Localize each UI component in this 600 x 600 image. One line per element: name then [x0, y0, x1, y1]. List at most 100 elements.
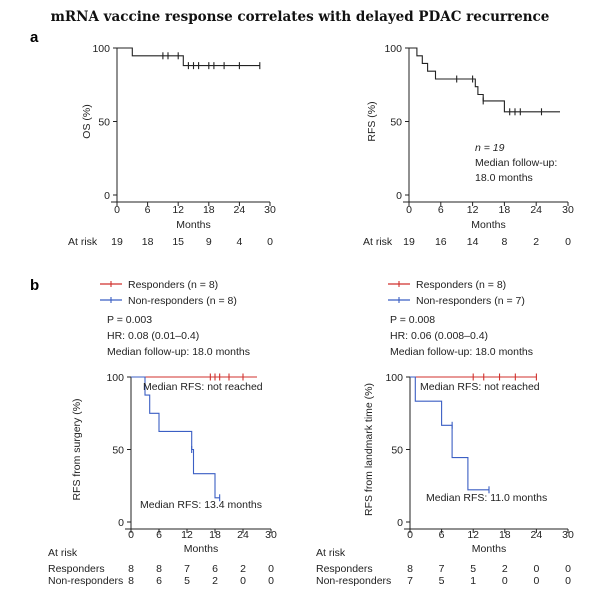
- x-axis-label: Months: [184, 543, 218, 555]
- risk-value: 5: [184, 575, 190, 587]
- x-tick-label: 12: [467, 204, 479, 216]
- annotation-text: Median follow-up:: [475, 157, 557, 169]
- x-tick-label: 12: [172, 204, 184, 216]
- risk-value: 0: [240, 575, 246, 587]
- x-tick-label: 0: [407, 529, 413, 541]
- risk-value: 8: [156, 563, 162, 575]
- x-tick-label: 24: [234, 204, 246, 216]
- y-tick-label: 100: [384, 43, 402, 55]
- x-tick-label: 30: [265, 529, 277, 541]
- legend-label: Non-responders (n = 8): [128, 295, 237, 307]
- x-tick-label: 24: [237, 529, 249, 541]
- legend-label: Responders (n = 8): [128, 279, 218, 291]
- risk-row-label: Responders: [48, 563, 105, 575]
- x-tick-label: 0: [128, 529, 134, 541]
- risk-value: 7: [439, 563, 445, 575]
- risk-value: 2: [240, 563, 246, 575]
- risk-value: 1: [470, 575, 476, 587]
- risk-value: 0: [565, 236, 571, 248]
- risk-value: 0: [565, 575, 571, 587]
- risk-value: 19: [403, 236, 415, 248]
- x-tick-label: 18: [499, 529, 511, 541]
- y-tick-label: 0: [396, 190, 402, 202]
- x-axis-label: Months: [176, 219, 210, 231]
- risk-value: 0: [268, 563, 274, 575]
- risk-value: 8: [128, 575, 134, 587]
- x-tick-label: 18: [209, 529, 221, 541]
- risk-value: 19: [111, 236, 123, 248]
- risk-table-header: At risk: [48, 547, 78, 559]
- chart-a1: 0 50 100 0 6 12 18 24 30 Months OS (%) At risk 19 18 1…: [68, 43, 276, 248]
- stats-text: P = 0.003: [107, 314, 152, 326]
- risk-value: 15: [172, 236, 184, 248]
- risk-table-header: At risk: [316, 547, 346, 559]
- risk-row-label: Responders: [316, 563, 373, 575]
- risk-value: 0: [267, 236, 273, 248]
- y-tick-label: 100: [106, 372, 124, 384]
- y-tick-label: 50: [390, 117, 402, 129]
- stats-text: Median follow-up: 18.0 months: [390, 346, 533, 358]
- series-line-os: [117, 47, 260, 67]
- legend-label: Non-responders (n = 7): [416, 295, 525, 307]
- risk-value: 8: [407, 563, 413, 575]
- median-label: Median RFS: not reached: [143, 381, 263, 393]
- x-tick-label: 6: [145, 204, 151, 216]
- stats-text: Median follow-up: 18.0 months: [107, 346, 250, 358]
- risk-value: 0: [565, 563, 571, 575]
- y-tick-label: 100: [385, 372, 403, 384]
- risk-value: 5: [439, 575, 445, 587]
- chart-a2: 0 50 100 0 6 12 18 24 30 Months RFS (%) At risk 19 16…: [363, 43, 574, 248]
- x-tick-label: 0: [406, 204, 412, 216]
- x-tick-label: 0: [114, 204, 120, 216]
- x-axis-label: Months: [471, 219, 505, 231]
- y-tick-label: 50: [98, 117, 110, 129]
- risk-table-header: At risk: [363, 236, 393, 248]
- risk-value: 8: [128, 563, 134, 575]
- x-tick-label: 30: [562, 204, 574, 216]
- x-tick-label: 6: [438, 204, 444, 216]
- risk-value: 5: [470, 563, 476, 575]
- x-tick-label: 18: [499, 204, 511, 216]
- risk-value: 16: [435, 236, 447, 248]
- series-line-non-responders: [410, 376, 489, 491]
- median-label: Median RFS: 11.0 months: [426, 492, 547, 504]
- annotation-text: n = 19: [475, 142, 505, 154]
- risk-value: 9: [206, 236, 212, 248]
- risk-value: 2: [212, 575, 218, 587]
- risk-row-label: Non-responders: [48, 575, 123, 587]
- x-tick-label: 12: [181, 529, 193, 541]
- median-label: Median RFS: 13.4 months: [140, 499, 262, 511]
- risk-value: 7: [407, 575, 413, 587]
- risk-row-label: Non-responders: [316, 575, 391, 587]
- x-tick-label: 24: [530, 204, 542, 216]
- x-tick-label: 12: [467, 529, 479, 541]
- risk-value: 6: [156, 575, 162, 587]
- risk-value: 0: [268, 575, 274, 587]
- y-axis-label: RFS (%): [366, 101, 378, 141]
- risk-value: 0: [502, 575, 508, 587]
- risk-value: 2: [533, 236, 539, 248]
- risk-value: 4: [236, 236, 242, 248]
- stats-text: P = 0.008: [390, 314, 435, 326]
- risk-value: 6: [212, 563, 218, 575]
- x-tick-label: 18: [203, 204, 215, 216]
- median-label: Median RFS: not reached: [420, 381, 540, 393]
- annotation-text: 18.0 months: [475, 172, 533, 184]
- risk-value: 0: [533, 563, 539, 575]
- stats-text: HR: 0.08 (0.01–0.4): [107, 330, 199, 342]
- y-tick-label: 50: [112, 445, 124, 457]
- x-tick-label: 6: [439, 529, 445, 541]
- x-tick-label: 30: [562, 529, 574, 541]
- y-tick-label: 100: [92, 43, 110, 55]
- legend-label: Responders (n = 8): [416, 279, 506, 291]
- panel-label-b: b: [30, 277, 39, 294]
- series-line-non-responders: [131, 376, 220, 499]
- risk-value: 18: [142, 236, 154, 248]
- y-axis-label: RFS from landmark time (%): [363, 383, 375, 516]
- y-tick-label: 0: [397, 517, 403, 529]
- risk-value: 8: [501, 236, 507, 248]
- y-tick-label: 0: [104, 190, 110, 202]
